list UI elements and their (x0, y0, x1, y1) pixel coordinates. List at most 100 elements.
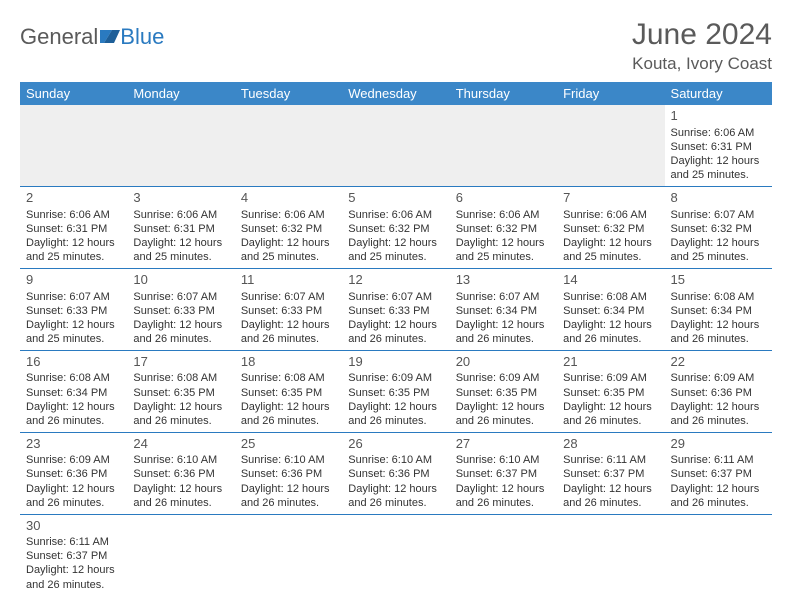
calendar-day-cell: 18Sunrise: 6:08 AMSunset: 6:35 PMDayligh… (235, 350, 342, 432)
daylight-line: Daylight: 12 hours and 26 minutes. (348, 318, 443, 346)
sunset-line: Sunset: 6:36 PM (26, 467, 121, 481)
sunrise-line: Sunrise: 6:07 AM (671, 208, 766, 222)
daylight-line: Daylight: 12 hours and 26 minutes. (26, 400, 121, 428)
daylight-line: Daylight: 12 hours and 26 minutes. (348, 482, 443, 510)
sunset-line: Sunset: 6:37 PM (671, 467, 766, 481)
calendar-table: SundayMondayTuesdayWednesdayThursdayFrid… (20, 82, 772, 596)
daylight-line: Daylight: 12 hours and 25 minutes. (671, 154, 766, 182)
calendar-week-row: 2Sunrise: 6:06 AMSunset: 6:31 PMDaylight… (20, 186, 772, 268)
calendar-week-row: 23Sunrise: 6:09 AMSunset: 6:36 PMDayligh… (20, 432, 772, 514)
calendar-blank-cell (127, 105, 234, 186)
sunrise-line: Sunrise: 6:10 AM (241, 453, 336, 467)
day-number: 9 (26, 272, 121, 289)
sunset-line: Sunset: 6:32 PM (563, 222, 658, 236)
calendar-blank-cell (342, 514, 449, 595)
calendar-day-cell: 17Sunrise: 6:08 AMSunset: 6:35 PMDayligh… (127, 350, 234, 432)
calendar-blank-cell (450, 105, 557, 186)
day-number: 1 (671, 108, 766, 125)
daylight-line: Daylight: 12 hours and 25 minutes. (241, 236, 336, 264)
day-number: 19 (348, 354, 443, 371)
day-number: 25 (241, 436, 336, 453)
sunrise-line: Sunrise: 6:11 AM (563, 453, 658, 467)
sunset-line: Sunset: 6:35 PM (241, 386, 336, 400)
calendar-week-row: 30Sunrise: 6:11 AMSunset: 6:37 PMDayligh… (20, 514, 772, 595)
day-number: 3 (133, 190, 228, 207)
sunrise-line: Sunrise: 6:07 AM (133, 290, 228, 304)
calendar-day-cell: 5Sunrise: 6:06 AMSunset: 6:32 PMDaylight… (342, 186, 449, 268)
day-number: 12 (348, 272, 443, 289)
daylight-line: Daylight: 12 hours and 26 minutes. (671, 400, 766, 428)
logo-text-general: General (20, 24, 98, 50)
weekday-header: Saturday (665, 82, 772, 105)
day-number: 8 (671, 190, 766, 207)
sunrise-line: Sunrise: 6:09 AM (563, 371, 658, 385)
sunrise-line: Sunrise: 6:07 AM (26, 290, 121, 304)
day-number: 13 (456, 272, 551, 289)
daylight-line: Daylight: 12 hours and 26 minutes. (456, 482, 551, 510)
flag-icon (100, 27, 120, 43)
sunrise-line: Sunrise: 6:06 AM (348, 208, 443, 222)
sunset-line: Sunset: 6:33 PM (26, 304, 121, 318)
day-number: 7 (563, 190, 658, 207)
sunset-line: Sunset: 6:36 PM (671, 386, 766, 400)
day-number: 23 (26, 436, 121, 453)
location: Kouta, Ivory Coast (632, 54, 772, 74)
weekday-header-row: SundayMondayTuesdayWednesdayThursdayFrid… (20, 82, 772, 105)
day-number: 18 (241, 354, 336, 371)
sunset-line: Sunset: 6:37 PM (26, 549, 121, 563)
day-number: 28 (563, 436, 658, 453)
daylight-line: Daylight: 12 hours and 26 minutes. (241, 400, 336, 428)
day-number: 15 (671, 272, 766, 289)
daylight-line: Daylight: 12 hours and 26 minutes. (26, 482, 121, 510)
calendar-blank-cell (20, 105, 127, 186)
daylight-line: Daylight: 12 hours and 25 minutes. (671, 236, 766, 264)
day-number: 11 (241, 272, 336, 289)
weekday-header: Sunday (20, 82, 127, 105)
sunset-line: Sunset: 6:32 PM (348, 222, 443, 236)
logo: General Blue (20, 24, 164, 50)
sunrise-line: Sunrise: 6:06 AM (133, 208, 228, 222)
calendar-day-cell: 1Sunrise: 6:06 AMSunset: 6:31 PMDaylight… (665, 105, 772, 186)
daylight-line: Daylight: 12 hours and 26 minutes. (133, 400, 228, 428)
calendar-week-row: 9Sunrise: 6:07 AMSunset: 6:33 PMDaylight… (20, 268, 772, 350)
calendar-day-cell: 2Sunrise: 6:06 AMSunset: 6:31 PMDaylight… (20, 186, 127, 268)
calendar-blank-cell (557, 514, 664, 595)
daylight-line: Daylight: 12 hours and 25 minutes. (348, 236, 443, 264)
sunrise-line: Sunrise: 6:07 AM (456, 290, 551, 304)
sunrise-line: Sunrise: 6:09 AM (456, 371, 551, 385)
calendar-day-cell: 24Sunrise: 6:10 AMSunset: 6:36 PMDayligh… (127, 432, 234, 514)
day-number: 27 (456, 436, 551, 453)
calendar-day-cell: 11Sunrise: 6:07 AMSunset: 6:33 PMDayligh… (235, 268, 342, 350)
sunset-line: Sunset: 6:34 PM (26, 386, 121, 400)
calendar-week-row: 16Sunrise: 6:08 AMSunset: 6:34 PMDayligh… (20, 350, 772, 432)
sunrise-line: Sunrise: 6:06 AM (241, 208, 336, 222)
header: General Blue June 2024 Kouta, Ivory Coas… (20, 18, 772, 74)
calendar-day-cell: 6Sunrise: 6:06 AMSunset: 6:32 PMDaylight… (450, 186, 557, 268)
sunset-line: Sunset: 6:32 PM (671, 222, 766, 236)
calendar-blank-cell (342, 105, 449, 186)
weekday-header: Monday (127, 82, 234, 105)
sunset-line: Sunset: 6:31 PM (133, 222, 228, 236)
day-number: 4 (241, 190, 336, 207)
sunset-line: Sunset: 6:36 PM (348, 467, 443, 481)
daylight-line: Daylight: 12 hours and 26 minutes. (456, 318, 551, 346)
calendar-day-cell: 4Sunrise: 6:06 AMSunset: 6:32 PMDaylight… (235, 186, 342, 268)
day-number: 17 (133, 354, 228, 371)
daylight-line: Daylight: 12 hours and 25 minutes. (133, 236, 228, 264)
daylight-line: Daylight: 12 hours and 26 minutes. (26, 563, 121, 591)
calendar-blank-cell (557, 105, 664, 186)
calendar-day-cell: 14Sunrise: 6:08 AMSunset: 6:34 PMDayligh… (557, 268, 664, 350)
sunrise-line: Sunrise: 6:10 AM (133, 453, 228, 467)
daylight-line: Daylight: 12 hours and 25 minutes. (456, 236, 551, 264)
calendar-day-cell: 9Sunrise: 6:07 AMSunset: 6:33 PMDaylight… (20, 268, 127, 350)
calendar-day-cell: 19Sunrise: 6:09 AMSunset: 6:35 PMDayligh… (342, 350, 449, 432)
day-number: 14 (563, 272, 658, 289)
daylight-line: Daylight: 12 hours and 25 minutes. (26, 236, 121, 264)
calendar-day-cell: 22Sunrise: 6:09 AMSunset: 6:36 PMDayligh… (665, 350, 772, 432)
calendar-day-cell: 12Sunrise: 6:07 AMSunset: 6:33 PMDayligh… (342, 268, 449, 350)
calendar-blank-cell (127, 514, 234, 595)
logo-text-blue: Blue (120, 24, 164, 50)
daylight-line: Daylight: 12 hours and 26 minutes. (133, 482, 228, 510)
day-number: 24 (133, 436, 228, 453)
sunset-line: Sunset: 6:32 PM (241, 222, 336, 236)
